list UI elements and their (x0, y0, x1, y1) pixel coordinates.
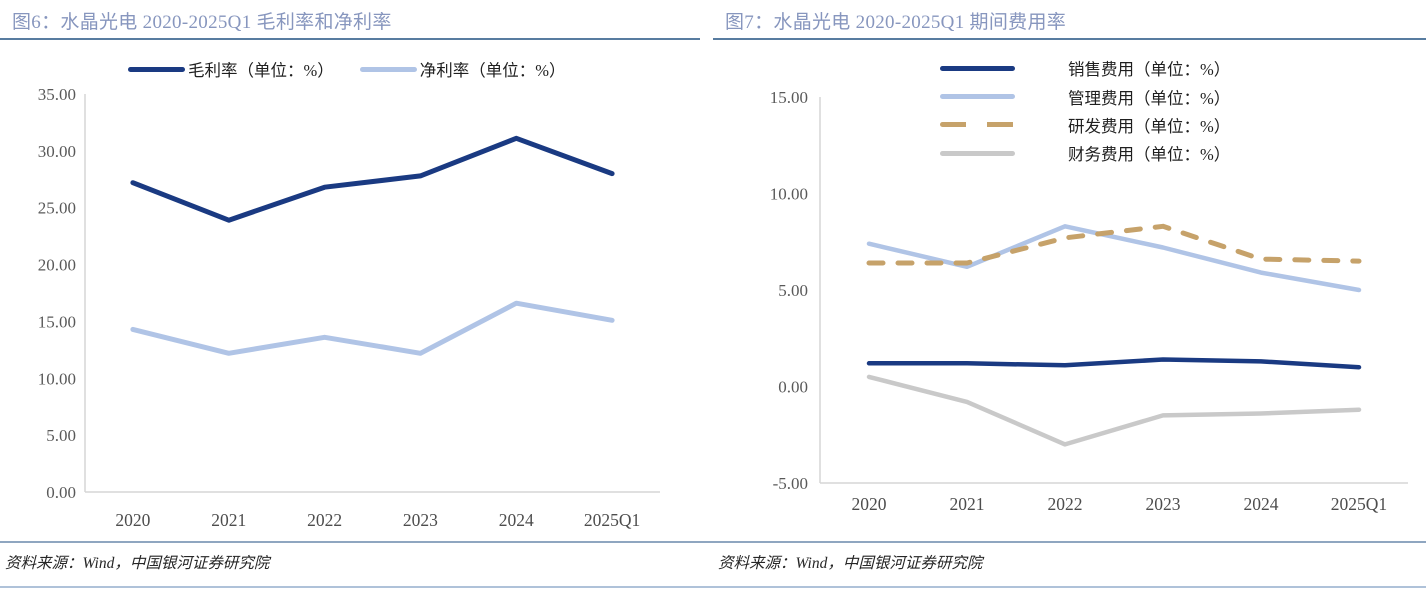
legend-label: 管理费用（单位：%） (1068, 88, 1231, 108)
source-divider (0, 541, 713, 543)
legend-label: 财务费用（单位：%） (1068, 145, 1231, 165)
legend-line-swatch-finance-expense (940, 150, 1015, 156)
series-line-rd-expense (866, 223, 1362, 266)
series-line-admin-expense (866, 224, 1362, 293)
legend-label: 净利率（单位：%） (419, 61, 566, 80)
x-category-label: 2021 (211, 510, 246, 530)
x-category-label: 2023 (1146, 494, 1181, 514)
x-category-label: 2022 (307, 510, 342, 530)
legend-label: 销售费用（单位：%） (1068, 60, 1231, 80)
title-underline (0, 38, 700, 40)
x-category-label: 2025Q1 (1331, 494, 1387, 514)
x-category-label: 2020 (115, 510, 150, 530)
legend-item-rd-expense: 研发费用（单位：%） (940, 111, 1230, 139)
y-tick-label: 15.00 (770, 88, 808, 107)
y-tick-label: 30.00 (38, 142, 76, 161)
series-line-net-margin (130, 300, 615, 356)
x-category-label: 2022 (1048, 494, 1083, 514)
legend-label: 毛利率（单位：%） (188, 61, 334, 80)
legend-fig7: 销售费用（单位：%） 管理费用（单位：%） 研发费用（单位：%） 财务费用（单位：%） (940, 54, 1230, 168)
y-tick-label: 0.00 (46, 483, 76, 502)
x-category-label: 2024 (1244, 494, 1279, 514)
legend-item-sales-expense: 销售费用（单位：%） (940, 54, 1230, 82)
x-category-label: 2021 (950, 494, 985, 514)
legend-line-swatch-gross-margin (128, 66, 185, 72)
y-tick-label: 5.00 (778, 281, 808, 300)
legend-label: 研发费用（单位：%） (1068, 116, 1231, 136)
legend-line-swatch-sales-expense (940, 65, 1015, 71)
legend-line-swatch-admin-expense (940, 94, 1015, 100)
expense-line-chart: -5.00 0.00 5.00 10.00 15.00 2020 2021 2022 2023 2… (770, 88, 1408, 514)
legend-fig6: 毛利率（单位：%） 净利率（单位：%） (128, 57, 566, 81)
source-divider (713, 541, 1426, 543)
margin-line-chart: 0.00 5.00 10.00 15.00 20.00 25.00 30.00 35.00 20… (38, 85, 660, 530)
source-note: 资料来源：Wind，中国银河证券研究院 (718, 555, 983, 572)
y-tick-label: 15.00 (38, 312, 76, 331)
x-category-label: 2025Q1 (584, 510, 640, 530)
series-line-finance-expense (866, 374, 1362, 447)
series-line-sales-expense (866, 357, 1362, 370)
x-category-label: 2024 (499, 510, 534, 530)
figure-7-title: 图7：水晶光电 2020-2025Q1 期间费用率 (725, 12, 1067, 33)
page-bottom-border (0, 586, 1426, 588)
y-tick-label: 10.00 (770, 185, 808, 204)
y-tick-label: 0.00 (778, 378, 808, 397)
figure-7-panel: 图7：水晶光电 2020-2025Q1 期间费用率 销售费用（单位：%） 管理费用… (713, 0, 1426, 589)
y-tick-label: 5.00 (46, 426, 76, 445)
y-tick-label: 25.00 (38, 199, 76, 218)
y-tick-label: 10.00 (38, 369, 76, 388)
series-line-gross-margin (130, 135, 615, 223)
legend-item-gross-margin: 毛利率（单位：%） (128, 57, 334, 81)
legend-item-net-margin: 净利率（单位：%） (359, 57, 566, 81)
y-tick-label: 20.00 (38, 256, 76, 275)
title-underline (713, 38, 1426, 40)
x-category-label: 2020 (852, 494, 887, 514)
y-tick-label: -5.00 (773, 474, 808, 493)
x-category-label: 2023 (403, 510, 438, 530)
source-note: 资料来源：Wind，中国银河证券研究院 (5, 555, 270, 572)
legend-line-swatch-net-margin (359, 66, 417, 72)
figure-6-panel: 图6：水晶光电 2020-2025Q1 毛利率和净利率 毛利率（单位：%） 净利率… (0, 12, 713, 572)
legend-item-admin-expense: 管理费用（单位：%） (940, 82, 1230, 110)
legend-line-swatch-rd-expense (940, 122, 1015, 128)
y-tick-label: 35.00 (38, 85, 76, 104)
legend-item-finance-expense: 财务费用（单位：%） (940, 139, 1230, 167)
figure-6-title: 图6：水晶光电 2020-2025Q1 毛利率和净利率 (12, 12, 392, 33)
